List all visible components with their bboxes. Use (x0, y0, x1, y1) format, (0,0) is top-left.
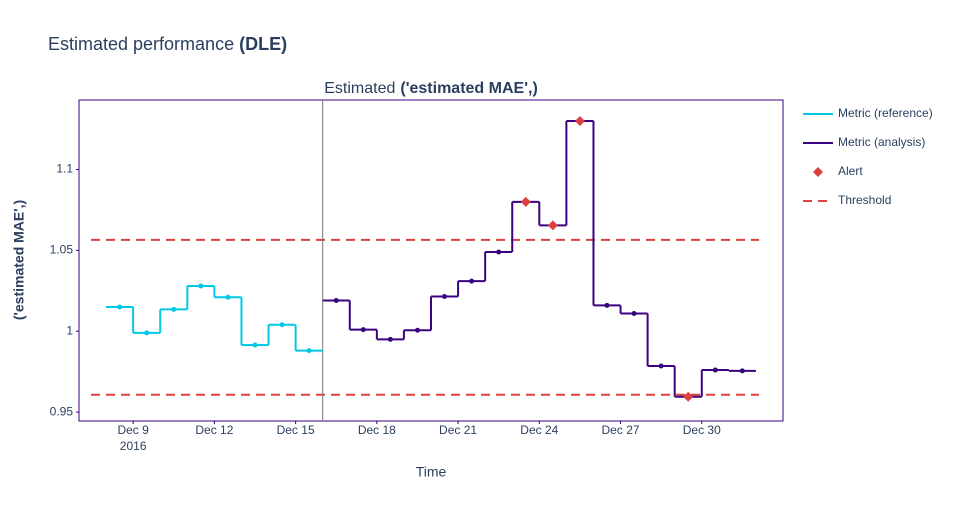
point (117, 304, 123, 310)
point (198, 283, 204, 289)
x-tick-label: Dec 30 (683, 423, 721, 437)
point (658, 363, 664, 369)
x-tick-label: Dec 18 (358, 423, 396, 437)
point (631, 310, 637, 316)
title-bold: (DLE) (239, 34, 287, 54)
point (469, 278, 475, 284)
plot-frame (78, 99, 784, 422)
legend-swatch (813, 167, 823, 177)
alert-marker (547, 220, 558, 231)
legend-label: Metric (reference) (838, 106, 933, 120)
point (306, 348, 312, 354)
legend-label: Alert (838, 164, 863, 178)
point (252, 342, 258, 348)
chart-title: Estimated performance (DLE) (48, 34, 287, 54)
subplot-title: Estimated ('estimated MAE',) (324, 80, 538, 97)
point (171, 306, 177, 312)
alert-marker (683, 391, 694, 402)
x-year-label: 2016 (120, 439, 147, 453)
alert-marker (574, 116, 585, 127)
y-tick-label: 1.1 (56, 162, 73, 176)
x-tick-label: Dec 12 (195, 423, 233, 437)
subtitle-bold: ('estimated MAE',) (400, 80, 537, 97)
x-tick-label: Dec 9 (117, 423, 149, 437)
point (739, 368, 745, 374)
point (360, 327, 366, 333)
x-tick-label: Dec 21 (439, 423, 477, 437)
point (604, 302, 610, 308)
subtitle-text: Estimated (324, 80, 395, 97)
x-axis-title: Time (416, 464, 447, 480)
point (712, 367, 718, 373)
x-tick-label: Dec 24 (520, 423, 558, 437)
y-tick-label: 1 (66, 323, 73, 337)
y-tick-label: 1.05 (50, 243, 74, 257)
x-tick-label: Dec 15 (277, 423, 315, 437)
alert-marker (520, 196, 531, 207)
y-tick-label: 0.95 (50, 404, 74, 418)
point (225, 294, 231, 300)
point (496, 249, 502, 255)
point (144, 330, 150, 336)
legend-label: Threshold (838, 193, 891, 207)
x-tick-label: Dec 27 (602, 423, 640, 437)
point (442, 293, 448, 299)
legend-label: Metric (analysis) (838, 135, 925, 149)
point (333, 298, 339, 304)
point (279, 322, 285, 328)
point (414, 327, 420, 333)
point (387, 336, 393, 342)
y-axis-title: ('estimated MAE',) (11, 200, 27, 320)
title-text: Estimated performance (48, 34, 234, 54)
